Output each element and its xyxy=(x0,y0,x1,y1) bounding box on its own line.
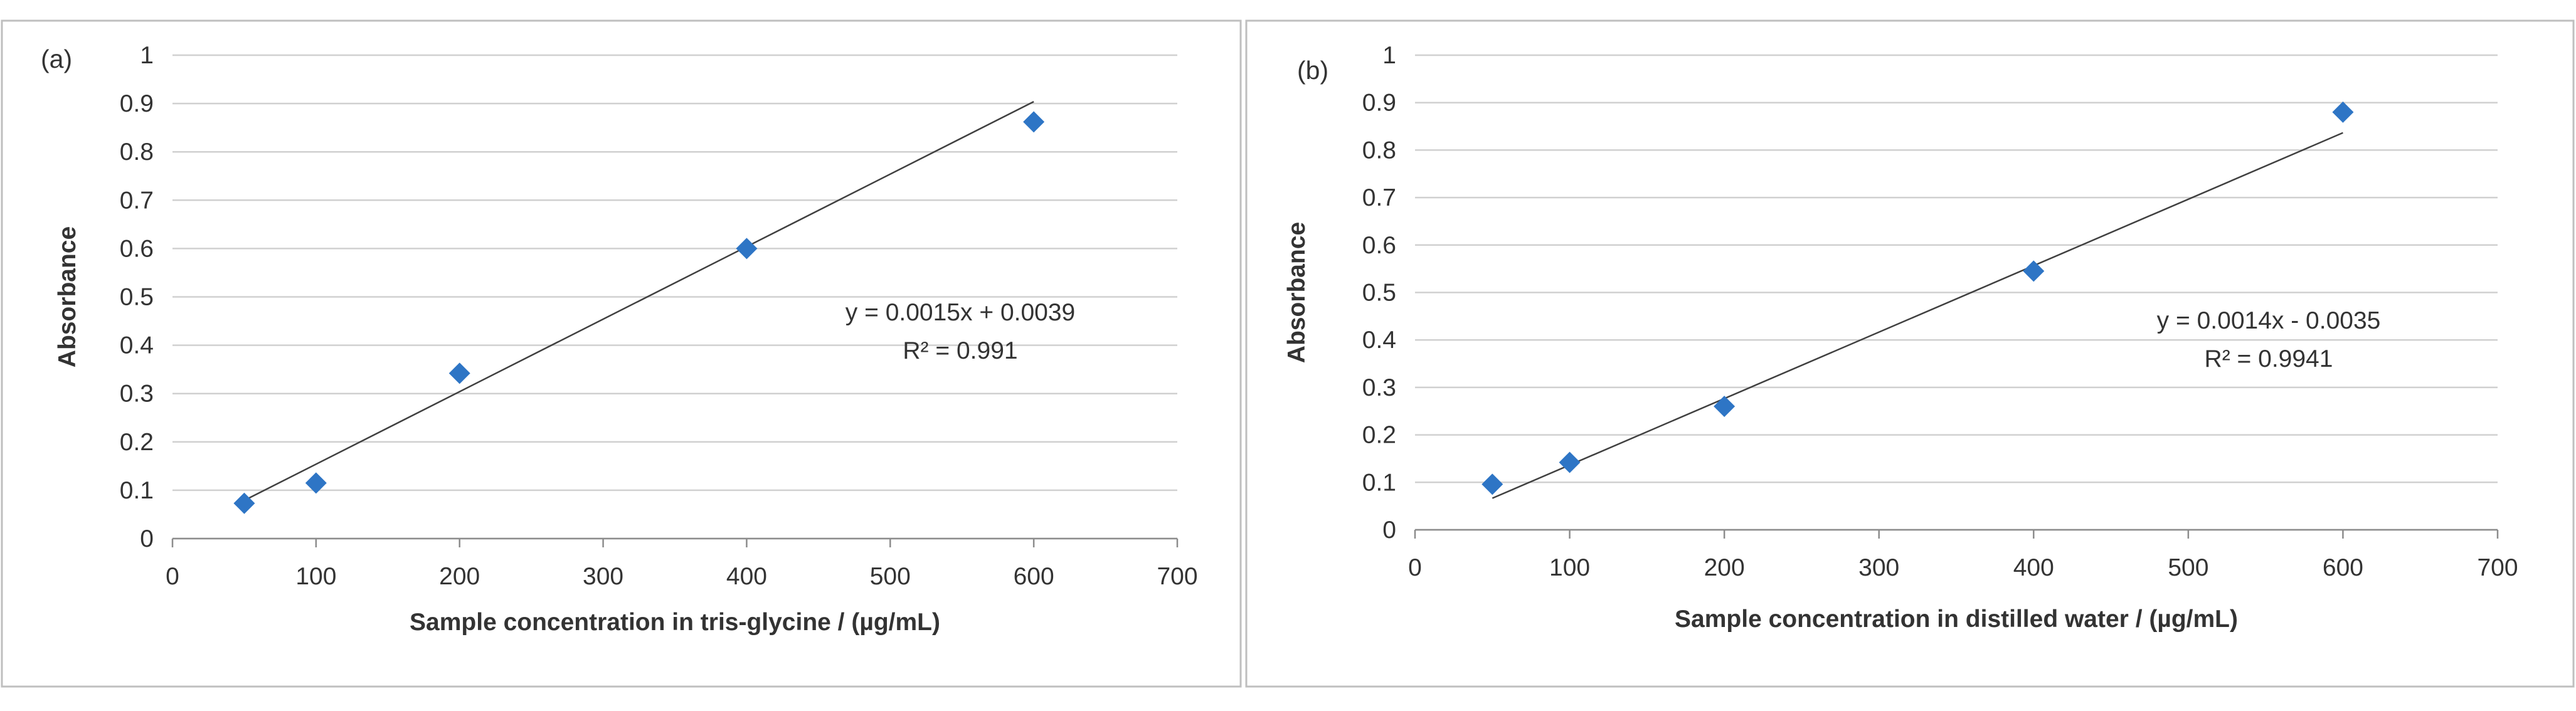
trendline xyxy=(1492,132,2343,499)
x-tick-label: 300 xyxy=(583,563,623,590)
x-tick-label: 500 xyxy=(2168,554,2208,581)
x-axis-title: Sample concentration in distilled water … xyxy=(1675,606,2238,633)
y-tick-label: 0.6 xyxy=(1362,232,1396,259)
y-tick-label: 0.2 xyxy=(1362,422,1396,449)
x-tick-label: 500 xyxy=(870,563,911,590)
x-axis-title: Sample concentration in tris-glycine / (… xyxy=(410,609,940,636)
x-tick-label: 100 xyxy=(1549,554,1590,581)
y-tick-label: 0.1 xyxy=(1362,469,1396,496)
y-tick-label: 0.3 xyxy=(1362,374,1396,401)
x-tick-label: 400 xyxy=(726,563,767,590)
chart-panel-a: 0 0.1 0.2 0.3 0.4 0.5 0.6 0.7 0.8 0.9 1 0 100 200 300 4… xyxy=(1,19,1242,688)
x-tick-label: 600 xyxy=(1014,563,1054,590)
x-tick-label: 0 xyxy=(1408,554,1422,581)
y-tick-label: 0.7 xyxy=(120,187,154,214)
data-point xyxy=(1023,111,1045,133)
y-tick-label: 0.4 xyxy=(120,332,154,359)
y-tick-label: 0.5 xyxy=(120,284,154,311)
x-tick-label: 700 xyxy=(2477,554,2518,581)
y-tick-label: 0.9 xyxy=(120,90,154,117)
data-point xyxy=(1481,473,1503,495)
x-tick-label: 700 xyxy=(1157,563,1197,590)
data-point xyxy=(1714,396,1736,418)
x-tick-label: 600 xyxy=(2323,554,2363,581)
x-tick-label: 0 xyxy=(166,563,179,590)
y-tick-label: 0.1 xyxy=(120,477,154,504)
y-tick-label: 0.4 xyxy=(1362,327,1396,354)
y-tick-label: 0.7 xyxy=(1362,184,1396,211)
data-point xyxy=(2023,260,2045,282)
y-tick-label: 0.6 xyxy=(120,235,154,262)
data-point xyxy=(2332,101,2354,123)
y-tick-label: 0.8 xyxy=(1362,137,1396,164)
data-point xyxy=(736,238,758,260)
x-tick-label: 100 xyxy=(295,563,336,590)
y-axis-title: Absorbance xyxy=(54,226,81,367)
x-tick-label: 200 xyxy=(1704,554,1745,581)
trendline xyxy=(243,100,1034,502)
data-point xyxy=(1559,451,1581,473)
y-tick-label: 0.5 xyxy=(1362,280,1396,307)
data-point xyxy=(448,362,470,384)
y-tick-label: 0 xyxy=(1382,517,1396,544)
y-tick-label: 0.8 xyxy=(120,139,154,166)
x-tick-label: 200 xyxy=(439,563,480,590)
data-point xyxy=(305,472,327,494)
panel-label: (b) xyxy=(1297,56,1328,85)
y-axis-title: Absorbance xyxy=(1283,222,1310,363)
y-tick-label: 0.2 xyxy=(120,429,154,456)
x-tick-label: 400 xyxy=(2013,554,2054,581)
trendline-equation: y = 0.0014x - 0.0035 xyxy=(2157,307,2381,334)
y-tick-label: 0 xyxy=(140,525,154,552)
y-tick-label: 0.3 xyxy=(120,381,154,408)
r-squared-label: R² = 0.9941 xyxy=(2205,345,2333,372)
y-tick-label: 1 xyxy=(1382,42,1396,69)
panel-label: (a) xyxy=(41,45,72,73)
y-tick-label: 0.9 xyxy=(1362,90,1396,117)
x-tick-label: 300 xyxy=(1858,554,1899,581)
trendline-equation: y = 0.0015x + 0.0039 xyxy=(845,299,1075,326)
data-point xyxy=(233,492,255,514)
chart-panel-b: 0 0.1 0.2 0.3 0.4 0.5 0.6 0.7 0.8 0.9 1 0 100 200 300 4… xyxy=(1245,19,2575,688)
chart-frame xyxy=(1245,19,2575,688)
y-tick-label: 1 xyxy=(140,42,154,69)
r-squared-label: R² = 0.991 xyxy=(903,337,1017,364)
